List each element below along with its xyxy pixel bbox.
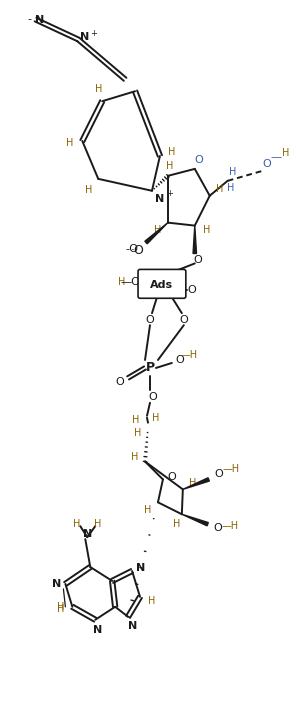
Text: H: H: [229, 167, 236, 177]
Text: N: N: [52, 579, 61, 589]
Text: H: H: [144, 506, 152, 515]
Polygon shape: [193, 226, 197, 253]
Text: H: H: [131, 452, 139, 462]
Text: H: H: [152, 413, 160, 422]
Text: H: H: [168, 147, 176, 157]
Text: ·O: ·O: [131, 244, 145, 257]
Text: H: H: [154, 224, 162, 234]
Text: O: O: [168, 472, 176, 482]
Text: O: O: [176, 355, 184, 365]
Text: —H: —H: [180, 350, 197, 360]
Text: O: O: [179, 315, 188, 325]
Text: O: O: [146, 315, 155, 325]
Text: —O: —O: [120, 278, 140, 288]
Text: H: H: [94, 519, 101, 529]
Text: H: H: [94, 84, 102, 94]
Text: O: O: [213, 523, 222, 533]
Text: N: N: [155, 194, 165, 204]
Text: H: H: [216, 184, 223, 194]
Text: —: —: [271, 152, 282, 162]
Text: N: N: [83, 529, 92, 539]
Text: N: N: [93, 625, 102, 635]
Text: +: +: [90, 29, 97, 38]
Text: H: H: [189, 479, 197, 488]
Text: P: P: [145, 361, 155, 374]
Text: -: -: [28, 15, 32, 25]
Text: N: N: [35, 15, 44, 25]
Text: H: H: [66, 138, 73, 148]
Text: O: O: [193, 256, 202, 266]
Text: H: H: [282, 148, 289, 158]
Text: H: H: [134, 427, 142, 437]
Text: H: H: [148, 596, 156, 606]
Text: H: H: [85, 185, 92, 195]
Text: —H: —H: [222, 464, 239, 474]
Text: N: N: [80, 33, 89, 43]
Polygon shape: [145, 223, 168, 244]
Text: O: O: [214, 469, 223, 479]
Text: H: H: [57, 604, 64, 614]
Text: H: H: [118, 278, 126, 288]
Polygon shape: [183, 478, 209, 489]
Text: -O: -O: [126, 244, 139, 254]
Text: H: H: [203, 224, 210, 234]
Text: O: O: [116, 377, 125, 387]
Text: —H: —H: [221, 521, 238, 531]
Text: O: O: [194, 155, 203, 165]
Text: N: N: [136, 563, 146, 573]
Text: H: H: [227, 182, 234, 193]
Text: +: +: [166, 190, 173, 198]
Text: Ads: Ads: [150, 280, 173, 290]
Text: H: H: [166, 161, 173, 171]
Text: H: H: [173, 519, 181, 529]
Text: H: H: [132, 415, 140, 425]
Text: N: N: [128, 621, 138, 630]
Text: O: O: [187, 285, 196, 295]
FancyBboxPatch shape: [138, 269, 186, 298]
Text: H: H: [73, 519, 80, 529]
Text: O: O: [149, 392, 157, 402]
Text: O: O: [262, 159, 271, 169]
Text: H: H: [57, 602, 64, 612]
Polygon shape: [182, 514, 208, 526]
